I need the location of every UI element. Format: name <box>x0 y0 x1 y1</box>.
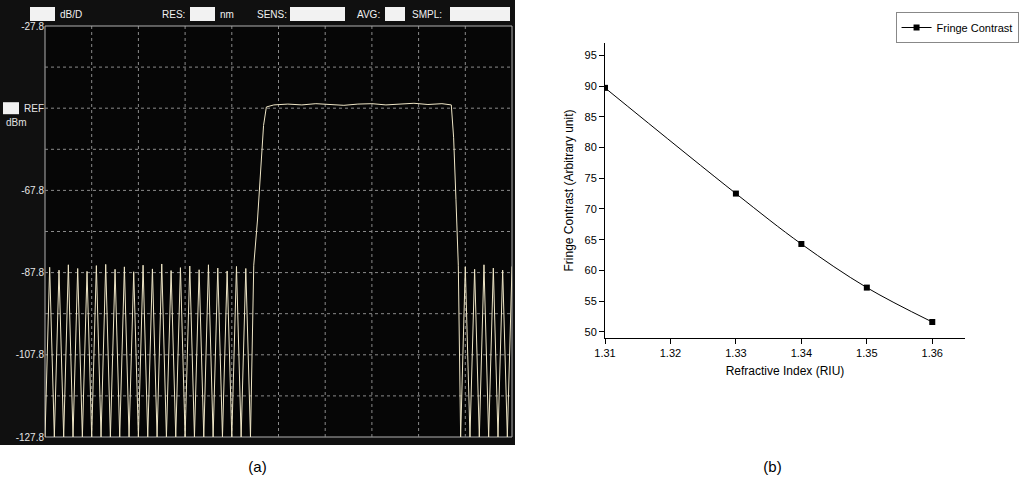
svg-text:Fringe Contrast: Fringe Contrast <box>937 22 1013 34</box>
html-text:(a): (a) <box>248 458 267 475</box>
svg-text:SENS:: SENS: <box>257 9 287 20</box>
svg-text:nm: nm <box>220 9 234 20</box>
svg-text:65: 65 <box>585 234 597 246</box>
svg-text:RES:: RES: <box>162 9 185 20</box>
svg-text:1.36: 1.36 <box>922 347 943 359</box>
html-text:(b): (b) <box>763 458 782 475</box>
svg-text:-87.8: -87.8 <box>21 267 44 278</box>
svg-text:Refractive Index (RIU): Refractive Index (RIU) <box>726 364 845 378</box>
svg-text:80: 80 <box>585 141 597 153</box>
svg-text:75: 75 <box>585 172 597 184</box>
svg-text:1.31: 1.31 <box>594 347 615 359</box>
svg-text:dBm: dBm <box>6 117 27 128</box>
svg-text:Fringe Contrast (Arbitrary uni: Fringe Contrast (Arbitrary unit) <box>562 109 576 271</box>
svg-text:1.33: 1.33 <box>725 347 746 359</box>
svg-text:dB/D: dB/D <box>60 9 82 20</box>
svg-text:1.32: 1.32 <box>660 347 681 359</box>
svg-text:85: 85 <box>585 111 597 123</box>
svg-text:SMPL:: SMPL: <box>412 9 442 20</box>
svg-text:60: 60 <box>585 264 597 276</box>
svg-text:1.34: 1.34 <box>791 347 812 359</box>
svg-text:90: 90 <box>585 80 597 92</box>
svg-text:-27.8: -27.8 <box>21 21 44 32</box>
svg-text:95: 95 <box>585 49 597 61</box>
svg-text:-67.8: -67.8 <box>21 185 44 196</box>
svg-text:1.35: 1.35 <box>856 347 877 359</box>
svg-text:50: 50 <box>585 326 597 338</box>
svg-text:70: 70 <box>585 203 597 215</box>
svg-text:REF: REF <box>24 103 44 114</box>
svg-text:55: 55 <box>585 295 597 307</box>
svg-text:-127.8: -127.8 <box>16 432 45 443</box>
svg-text:AVG:: AVG: <box>357 9 380 20</box>
svg-text:-107.8: -107.8 <box>16 349 45 360</box>
